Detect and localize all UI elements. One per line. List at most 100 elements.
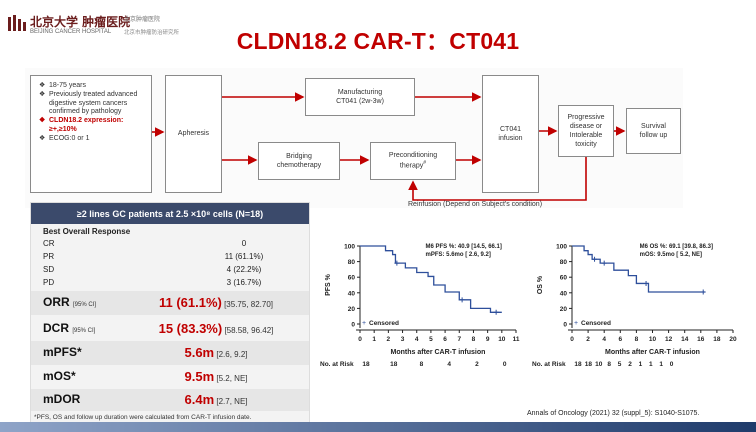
x-tick-label: 4 bbox=[602, 336, 606, 343]
x-tick-label: 6 bbox=[443, 336, 447, 343]
km-annotation: M6 PFS %: 40.9 [14.5, 66.1] bbox=[426, 244, 502, 250]
hospital-logo-icon bbox=[8, 15, 26, 31]
at-risk-label: No. at Risk bbox=[320, 361, 354, 368]
y-tick-label: 60 bbox=[348, 275, 356, 282]
y-tick-label: 80 bbox=[560, 259, 568, 266]
criteria-item: ❖ 18-75 years bbox=[39, 82, 86, 89]
footer-bar bbox=[0, 422, 756, 432]
censored-mark bbox=[592, 256, 598, 262]
preconditioning-box: Preconditioning therapy# bbox=[370, 142, 456, 180]
x-tick-label: 12 bbox=[665, 336, 673, 343]
legend-marker: + bbox=[362, 320, 366, 327]
x-tick-label: 1 bbox=[372, 336, 376, 343]
at-risk-value: 0 bbox=[503, 361, 507, 368]
y-axis-label: PFS % bbox=[325, 273, 332, 296]
x-tick-label: 5 bbox=[429, 336, 433, 343]
x-tick-label: 10 bbox=[649, 336, 657, 343]
y-tick-label: 80 bbox=[348, 259, 356, 266]
censored-mark bbox=[601, 260, 607, 266]
at-risk-value: 18 bbox=[585, 361, 593, 368]
x-tick-label: 0 bbox=[570, 336, 574, 343]
x-tick-label: 11 bbox=[513, 336, 520, 343]
y-tick-label: 20 bbox=[348, 306, 356, 313]
y-tick-label: 40 bbox=[348, 290, 356, 297]
x-tick-label: 8 bbox=[472, 336, 476, 343]
x-tick-label: 20 bbox=[729, 336, 737, 343]
x-tick-label: 0 bbox=[358, 336, 362, 343]
criteria-item: ❖ ECOG:0 or 1 bbox=[39, 134, 90, 142]
legend-label: Censored bbox=[369, 320, 399, 327]
arrow-reinfusion-loop bbox=[408, 157, 587, 201]
x-tick-label: 8 bbox=[635, 336, 639, 343]
x-axis-label: Months after CAR-T infusion bbox=[605, 349, 700, 356]
km-curve bbox=[572, 245, 705, 293]
at-risk-value: 8 bbox=[607, 361, 611, 368]
censored-mark bbox=[643, 280, 649, 286]
at-risk-value: 1 bbox=[659, 361, 663, 368]
y-tick-label: 100 bbox=[344, 244, 355, 251]
progressive-disease-box: Progressive disease or Intolerable toxicity bbox=[558, 105, 614, 157]
y-tick-label: 100 bbox=[556, 244, 567, 251]
y-tick-label: 40 bbox=[560, 290, 568, 297]
x-tick-label: 10 bbox=[498, 336, 506, 343]
bridging-chemotherapy-box: Bridging chemotherapy bbox=[258, 142, 340, 180]
manufacturing-box: Manufacturing CT041 (2w-3w) bbox=[305, 78, 415, 116]
at-risk-value: 1 bbox=[649, 361, 653, 368]
slide-title: CLDN18.2 CAR-T：CT041 bbox=[236, 28, 520, 54]
legend-marker: + bbox=[574, 320, 578, 327]
x-tick-label: 3 bbox=[401, 336, 405, 343]
censored-mark bbox=[394, 260, 400, 266]
x-tick-label: 16 bbox=[697, 336, 705, 343]
survival-follow-up-box: Survival follow up bbox=[626, 108, 681, 154]
eligibility-criteria-box: ❖ 18-75 years ❖ Previously treated advance… bbox=[30, 75, 152, 193]
km-annotation: M6 OS %: 69.1 [39.8, 86.3] bbox=[640, 244, 713, 250]
institute-name-cn: 北京肿瘤医院 bbox=[124, 17, 161, 23]
ct041-infusion-box: CT041 infusion bbox=[482, 75, 539, 193]
km-curve bbox=[360, 245, 502, 313]
at-risk-value: 2 bbox=[475, 361, 479, 368]
km-annotation: mPFS: 5.6mo [ 2.6, 9.2] bbox=[426, 252, 491, 258]
censored-mark bbox=[493, 309, 499, 315]
at-risk-value: 8 bbox=[420, 361, 424, 368]
x-tick-label: 6 bbox=[618, 336, 622, 343]
at-risk-value: 4 bbox=[447, 361, 451, 368]
reinfusion-label: Reinfusion (Depend on Subject's conditio… bbox=[408, 201, 543, 208]
hospital-name-en: BEIJING CANCER HOSPITAL bbox=[30, 29, 112, 35]
x-tick-label: 2 bbox=[387, 336, 391, 343]
x-tick-label: 18 bbox=[713, 336, 721, 343]
y-tick-label: 60 bbox=[560, 275, 568, 282]
y-axis-label: OS % bbox=[537, 275, 544, 294]
apheresis-box: Apheresis bbox=[165, 75, 222, 193]
at-risk-value: 5 bbox=[618, 361, 622, 368]
x-tick-label: 7 bbox=[457, 336, 461, 343]
km-annotation: mOS: 9.5mo [ 5.2, NE] bbox=[640, 252, 702, 258]
x-tick-label: 4 bbox=[415, 336, 419, 343]
legend-label: Censored bbox=[581, 320, 611, 327]
at-risk-label: No. at Risk bbox=[532, 361, 566, 368]
hospital-name-cn: 北京大学 肿瘤医院 bbox=[30, 15, 131, 29]
at-risk-value: 2 bbox=[628, 361, 632, 368]
x-tick-label: 9 bbox=[486, 336, 490, 343]
at-risk-value: 1 bbox=[639, 361, 643, 368]
at-risk-value: 18 bbox=[362, 361, 370, 368]
x-tick-label: 2 bbox=[586, 336, 590, 343]
at-risk-value: 18 bbox=[390, 361, 398, 368]
flow-arrows bbox=[152, 92, 626, 201]
y-tick-label: 0 bbox=[563, 322, 567, 329]
table-header: ≥2 lines GC patients at 2.5 ×10⁸ cells (… bbox=[31, 203, 309, 224]
x-tick-label: 14 bbox=[681, 336, 689, 343]
y-tick-label: 0 bbox=[351, 322, 355, 329]
results-table: ≥2 lines GC patients at 2.5 ×10⁸ cells (… bbox=[30, 202, 310, 428]
x-axis-label: Months after CAR-T infusion bbox=[391, 349, 486, 356]
criteria-item: ❖ Previously treated advanced digestive s… bbox=[39, 90, 138, 116]
citation: Annals of Oncology (2021) 32 (suppl_5): … bbox=[527, 410, 700, 417]
institute-name-cn2: 北京市肿瘤防治研究所 bbox=[124, 30, 180, 36]
at-risk-value: 0 bbox=[670, 361, 674, 368]
criteria-item-highlight: ❖ CLDN18.2 expression: ≥+,≥10% bbox=[39, 117, 124, 133]
censored-mark bbox=[700, 289, 706, 295]
censored-mark bbox=[459, 297, 465, 303]
at-risk-value: 10 bbox=[595, 361, 603, 368]
table-footnote: *PFS, OS and follow up duration were cal… bbox=[34, 414, 252, 421]
